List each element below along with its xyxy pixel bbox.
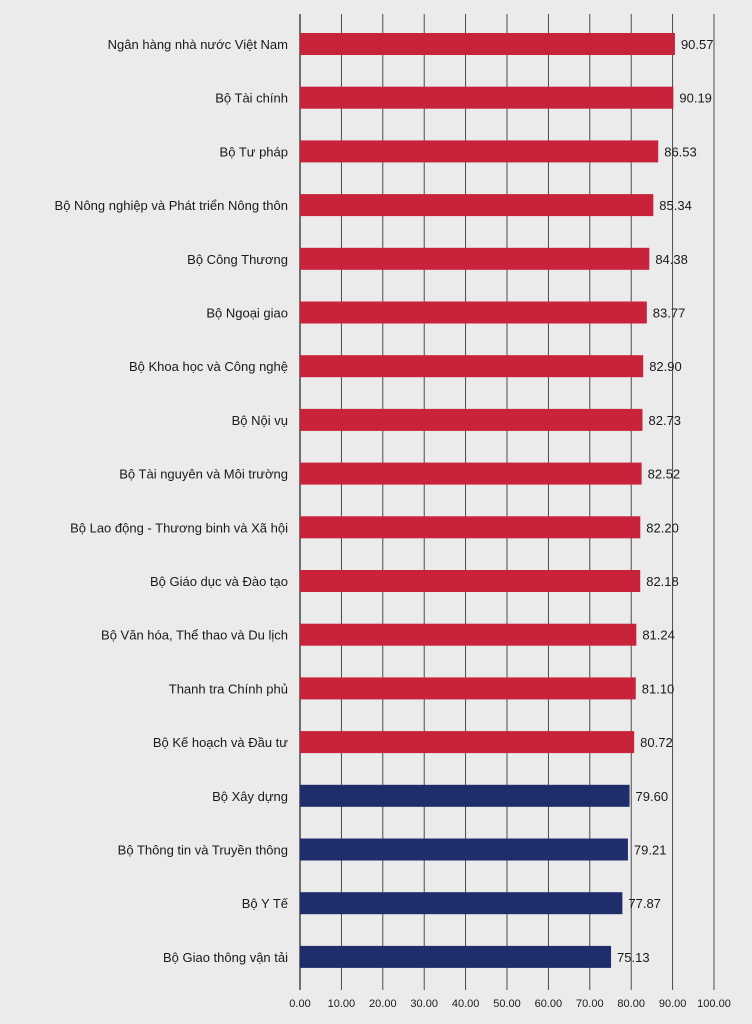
data-label: 82.73: [649, 413, 682, 428]
data-label: 82.90: [649, 359, 682, 374]
data-label: 80.72: [640, 735, 673, 750]
data-label: 83.77: [653, 306, 686, 321]
x-tick-label: 20.00: [369, 998, 397, 1010]
category-label: Bộ Văn hóa, Thể thao và Du lịch: [101, 628, 288, 643]
bar: [300, 408, 643, 431]
bar: [300, 194, 654, 217]
x-tick-label: 70.00: [576, 998, 604, 1010]
category-label: Bộ Kế hoạch và Đầu tư: [153, 735, 288, 750]
data-label: 90.19: [679, 91, 712, 106]
data-label: 75.13: [617, 950, 650, 965]
bar: [300, 247, 650, 270]
data-label: 82.18: [646, 574, 679, 589]
category-label: Bộ Y Tế: [242, 896, 289, 911]
x-tick-label: 10.00: [328, 998, 356, 1010]
category-label: Thanh tra Chính phủ: [169, 681, 288, 696]
category-label: Bộ Thông tin và Truyền thông: [118, 843, 288, 858]
category-label: Bộ Xây dựng: [212, 789, 288, 804]
bar: [300, 838, 628, 861]
x-tick-label: 40.00: [452, 998, 480, 1010]
bar: [300, 301, 647, 324]
value-labels: 90.57 90.19 86.53 85.34 84.38 83.77 82.90 82.73…: [617, 37, 713, 965]
category-labels: Ngân hàng nhà nước Việt Nam Bộ Tài chính B…: [55, 37, 289, 965]
bar: [300, 570, 641, 592]
category-label: Bộ Lao động - Thương binh và Xã hội: [70, 520, 288, 535]
bar: [300, 677, 636, 700]
data-label: 85.34: [659, 198, 692, 213]
x-tick-label: 60.00: [535, 998, 563, 1010]
data-label: 86.53: [664, 144, 697, 159]
data-label: 82.52: [648, 467, 681, 482]
data-label: 84.38: [655, 252, 688, 267]
category-label: Bộ Nội vụ: [232, 413, 288, 428]
x-tick-label: 30.00: [410, 998, 438, 1010]
bar: [300, 33, 675, 55]
bar: [300, 892, 623, 915]
x-tick-label: 90.00: [659, 998, 687, 1010]
category-label: Bộ Tài nguyên và Môi trường: [119, 467, 288, 482]
category-label: Bộ Công Thương: [187, 252, 288, 267]
category-label: Bộ Ngoại giao: [206, 306, 288, 321]
category-label: Ngân hàng nhà nước Việt Nam: [108, 37, 288, 52]
data-label: 81.24: [642, 628, 675, 643]
category-label: Bộ Tư pháp: [220, 144, 288, 159]
x-tick-label: 80.00: [617, 998, 645, 1010]
bar: [300, 516, 641, 539]
data-label: 79.21: [634, 843, 667, 858]
x-tick-label: 0.00: [289, 998, 310, 1010]
category-label: Bộ Nông nghiệp và Phát triển Nông thôn: [55, 198, 288, 213]
category-label: Bộ Khoa học và Công nghệ: [129, 359, 288, 374]
x-tick-label: 50.00: [493, 998, 521, 1010]
data-label: 82.20: [646, 520, 679, 535]
bar: [300, 731, 635, 754]
bars: [300, 33, 675, 968]
bar: [300, 945, 612, 968]
gridlines: [299, 14, 715, 990]
category-label: Bộ Giao thông vận tải: [163, 950, 288, 965]
x-tick-label: 100.00: [697, 998, 731, 1010]
bar: [300, 355, 644, 378]
data-label: 77.87: [628, 896, 661, 911]
data-label: 90.57: [681, 37, 714, 52]
data-label: 81.10: [642, 681, 675, 696]
bar: [300, 86, 674, 109]
bar: [300, 784, 630, 807]
bar: [300, 462, 642, 485]
data-label: 79.60: [636, 789, 669, 804]
category-label: Bộ Tài chính: [215, 91, 288, 106]
bar: [300, 140, 659, 163]
x-axis-tick-labels: 0.00 10.00 20.00 30.00 40.00 50.00 60.00 70.00 8…: [289, 998, 731, 1010]
bar: [300, 623, 637, 646]
category-label: Bộ Giáo dục và Đào tạo: [150, 574, 288, 589]
